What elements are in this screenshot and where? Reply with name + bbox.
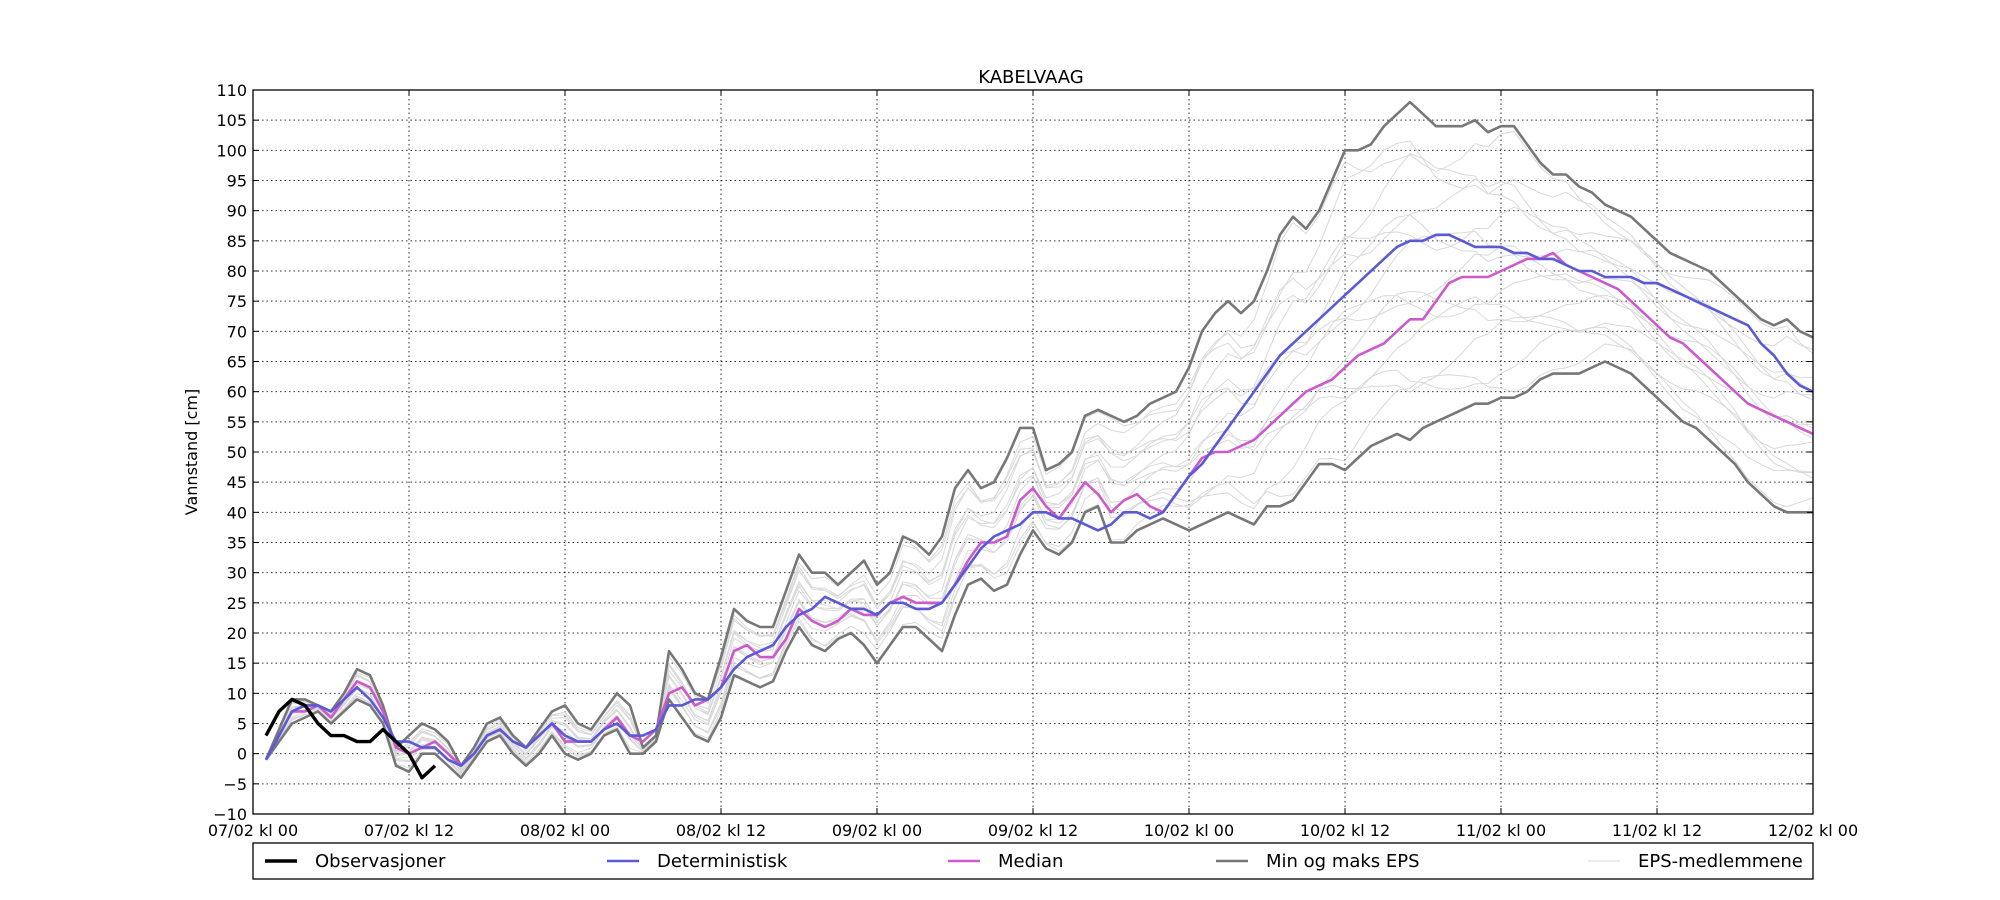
x-tick-label: 09/02 kl 00 [832,821,922,840]
x-tick-label: 10/02 kl 12 [1300,821,1390,840]
y-tick-label: 25 [227,594,247,613]
legend-box [252,842,1814,880]
ensemble-member-line [265,343,1814,779]
y-tick-label: 40 [227,503,247,522]
y-axis-label: Vannstand [cm] [182,389,201,515]
legend-label: Observasjoner [315,851,446,872]
min-og-maks-eps-lower-line [264,360,1813,780]
y-tick-label: 95 [227,172,247,191]
ensemble-member-line [265,273,1814,773]
legend-label: Median [998,851,1063,872]
ensemble-member-line [265,153,1814,770]
ensemble-member-line [265,315,1814,776]
series-lines [264,100,1814,780]
ensemble-members [265,131,1814,779]
observasjoner-line [264,697,437,780]
y-tick-label: 70 [227,322,247,341]
y-tick-label: 60 [227,383,247,402]
x-tick-label: 07/02 kl 00 [208,821,298,840]
x-tick-label: 10/02 kl 00 [1144,821,1234,840]
ensemble-member-line [265,296,1813,776]
y-tick-label: 75 [227,292,247,311]
y-ticks: −10 −5 0 5 10 15 20 25 30 35 40 45 50 55 60 65 70 75 80 85 9… [213,81,1813,824]
legend-label: EPS-medlemmene [1638,851,1803,872]
y-tick-label: 10 [227,684,247,703]
y-tick-label: 0 [237,745,247,764]
y-tick-label: 30 [227,564,247,583]
y-tick-label: 105 [216,111,247,130]
y-tick-label: 20 [227,624,247,643]
y-tick-label: 85 [227,232,247,251]
y-tick-label: 50 [227,443,247,462]
ensemble-member-line [265,230,1814,773]
legend-label: Deterministisk [657,851,788,872]
y-tick-label: −5 [223,775,247,794]
ensemble-member-line [265,131,1814,768]
x-ticks: 07/02 kl 00 07/02 kl 12 08/02 kl 00 08/02 k… [208,90,1858,840]
legend: Observasjoner Deterministisk Median Min og … [252,842,1814,880]
ensemble-member-line [265,326,1814,776]
chart-title: KABELVAAG [978,67,1084,88]
ensemble-member-line [265,206,1814,770]
y-tick-label: 80 [227,262,247,281]
legend-label: Min og maks EPS [1266,851,1420,872]
y-tick-label: 55 [227,413,247,432]
y-tick-label: 15 [227,654,247,673]
ensemble-member-line [265,214,1814,772]
x-tick-label: 08/02 kl 00 [520,821,610,840]
x-tick-label: 11/02 kl 00 [1456,821,1546,840]
y-tick-label: 45 [227,473,247,492]
deterministisk-line [264,233,1814,768]
y-tick-label: 35 [227,534,247,553]
y-tick-label: 65 [227,353,247,372]
y-tick-label: −10 [213,805,247,824]
y-tick-label: 5 [237,715,247,734]
ensemble-member-line [265,178,1814,771]
x-tick-label: 08/02 kl 12 [676,821,766,840]
x-tick-label: 12/02 kl 00 [1768,821,1858,840]
y-tick-label: 110 [216,81,247,100]
x-tick-label: 07/02 kl 12 [364,821,454,840]
y-tick-label: 100 [216,141,247,160]
x-tick-label: 09/02 kl 12 [988,821,1078,840]
y-tick-label: 90 [227,202,247,221]
x-tick-label: 11/02 kl 12 [1612,821,1702,840]
